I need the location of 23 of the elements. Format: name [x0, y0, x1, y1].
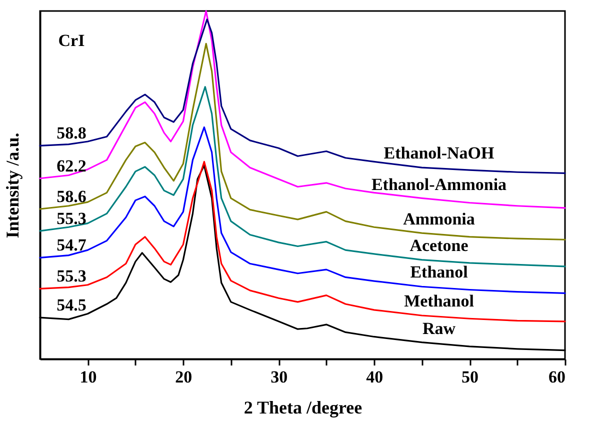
x-tick-label: 10: [80, 368, 97, 386]
series-label: Methanol: [404, 292, 474, 311]
x-tick-label: 30: [270, 368, 288, 386]
series-label: Ammonia: [403, 209, 476, 228]
x-tick-label: 60: [548, 368, 566, 386]
series-label: Acetone: [410, 236, 469, 255]
y-axis-title: Intensity /a.u.: [2, 132, 22, 238]
annotation: 58.6: [56, 187, 86, 206]
annotation: 55.3: [56, 266, 86, 286]
annotation: 55.3: [56, 208, 86, 228]
series-label: Ethanol: [410, 262, 468, 282]
series-label: Raw: [422, 318, 456, 338]
annotation: 58.8: [56, 124, 86, 143]
annotation: 54.7: [56, 236, 87, 255]
x-tick-label: 40: [366, 368, 384, 386]
series-label: Ethanol-NaOH: [384, 143, 494, 162]
series-label: Ethanol-Ammonia: [371, 174, 508, 194]
annotation: 62.2: [56, 156, 86, 176]
annotation: 54.5: [56, 296, 86, 315]
x-tick-label: 20: [175, 368, 192, 386]
x-tick-label: 50: [462, 368, 479, 386]
annotation: CrI: [58, 30, 86, 50]
x-axis-title: 2 Theta /degree: [244, 398, 362, 418]
